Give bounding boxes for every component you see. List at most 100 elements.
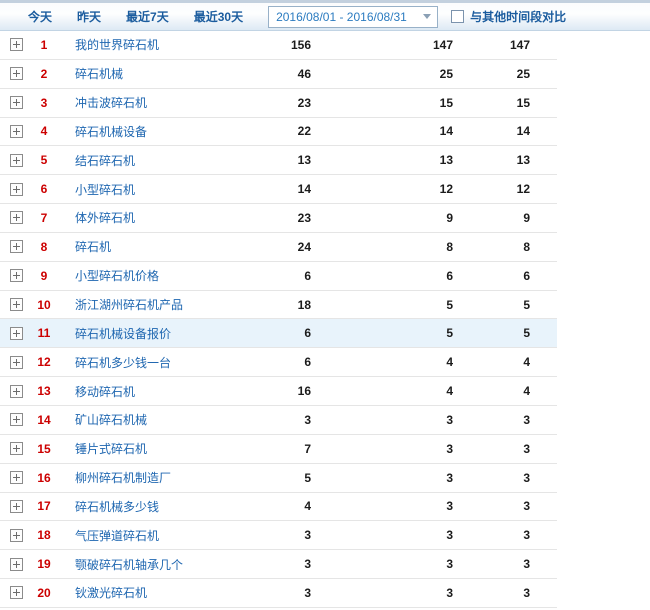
metric-value-3: 14 (516, 124, 530, 139)
metric-value-1: 6 (304, 355, 311, 370)
date-range-picker[interactable]: 2016/08/01 - 2016/08/31 (268, 5, 439, 28)
expand-plus-icon[interactable] (10, 586, 23, 600)
keyword-link[interactable]: 碎石机 (75, 240, 112, 255)
metric-value-2: 3 (446, 528, 453, 543)
rank-number: 5 (40, 153, 48, 168)
table-row: 3 冲击波碎石机 23 15 15 (0, 88, 557, 118)
expand-plus-icon[interactable] (10, 211, 23, 225)
keyword-link[interactable]: 碎石机械设备 (75, 124, 148, 139)
metric-value-3: 147 (509, 37, 530, 52)
metric-value-1: 23 (297, 95, 311, 110)
metric-value-3: 5 (523, 326, 530, 341)
metric-value-1: 23 (297, 210, 311, 225)
expand-plus-icon[interactable] (10, 442, 23, 456)
expand-plus-icon[interactable] (10, 298, 23, 312)
metric-value-1: 46 (297, 66, 311, 81)
metric-value-3: 4 (523, 384, 530, 399)
metric-value-3: 15 (516, 95, 530, 110)
expand-plus-icon[interactable] (10, 96, 23, 110)
keyword-link[interactable]: 体外碎石机 (75, 211, 136, 226)
rank-number: 11 (37, 326, 51, 341)
metric-value-3: 13 (516, 153, 530, 168)
expand-plus-icon[interactable] (10, 557, 23, 571)
table-row: 12 碎石机多少钱一台 6 4 4 (0, 348, 557, 378)
keyword-link[interactable]: 冲击波碎石机 (75, 96, 148, 111)
tab-today[interactable]: 今天 (28, 10, 53, 24)
rank-number: 14 (37, 412, 51, 427)
keyword-link[interactable]: 移动碎石机 (75, 384, 136, 399)
rank-number: 2 (40, 66, 48, 81)
expand-plus-icon[interactable] (10, 326, 23, 340)
metric-value-1: 3 (304, 585, 311, 600)
keyword-link[interactable]: 碎石机械 (75, 67, 124, 82)
expand-plus-icon[interactable] (10, 38, 23, 52)
tab-last-7-days[interactable]: 最近7天 (126, 10, 169, 24)
keyword-link[interactable]: 我的世界碎石机 (75, 38, 160, 53)
metric-value-2: 4 (446, 355, 453, 370)
rank-number: 17 (37, 499, 51, 514)
expand-plus-icon[interactable] (10, 67, 23, 81)
metric-value-2: 4 (446, 384, 453, 399)
metric-value-2: 8 (446, 239, 453, 254)
metric-value-2: 14 (439, 124, 453, 139)
metric-value-1: 156 (290, 37, 311, 52)
table-row: 1 我的世界碎石机 156 147 147 (0, 31, 557, 60)
expand-plus-icon[interactable] (10, 413, 23, 427)
compare-period-checkbox[interactable] (451, 10, 465, 23)
rank-number: 4 (40, 124, 48, 139)
compare-period-label[interactable]: 与其他时间段对比 (470, 10, 567, 24)
metric-value-2: 12 (439, 182, 453, 197)
keyword-link[interactable]: 碎石机械设备报价 (75, 326, 172, 341)
keyword-link[interactable]: 碎石机多少钱一台 (75, 355, 172, 370)
keyword-link[interactable]: 气压弹道碎石机 (75, 528, 160, 543)
metric-value-3: 3 (523, 585, 530, 600)
expand-plus-icon[interactable] (10, 499, 23, 513)
keyword-link[interactable]: 碎石机械多少钱 (75, 499, 160, 514)
tab-yesterday[interactable]: 昨天 (77, 10, 102, 24)
table-row: 14 矿山碎石机械 3 3 3 (0, 405, 557, 435)
expand-plus-icon[interactable] (10, 269, 23, 283)
keyword-link[interactable]: 小型碎石机价格 (75, 269, 160, 284)
table-row: 5 结石碎石机 13 13 13 (0, 146, 557, 176)
keyword-link[interactable]: 浙江湖州碎石机产品 (75, 298, 184, 313)
metric-value-2: 15 (439, 95, 453, 110)
metric-value-1: 13 (297, 153, 311, 168)
expand-plus-icon[interactable] (10, 153, 23, 167)
keyword-link[interactable]: 颚破碎石机轴承几个 (75, 557, 184, 572)
expand-plus-icon[interactable] (10, 471, 23, 485)
table-row: 13 移动碎石机 16 4 4 (0, 377, 557, 406)
keyword-link[interactable]: 钬激光碎石机 (75, 586, 148, 601)
metric-value-2: 3 (446, 470, 453, 485)
table-row: 7 体外碎石机 23 9 9 (0, 204, 557, 233)
date-range-value: 2016/08/01 - 2016/08/31 (276, 9, 407, 24)
expand-plus-icon[interactable] (10, 124, 23, 138)
expand-plus-icon[interactable] (10, 240, 23, 254)
keyword-link[interactable]: 柳州碎石机制造厂 (75, 471, 172, 486)
tab-last-30-days[interactable]: 最近30天 (193, 10, 244, 24)
rank-number: 20 (37, 585, 51, 600)
metric-value-1: 16 (297, 384, 311, 399)
keyword-link[interactable]: 结石碎石机 (75, 153, 136, 168)
keyword-link[interactable]: 矿山碎石机械 (75, 413, 148, 428)
rank-number: 19 (37, 557, 51, 572)
rank-number: 6 (40, 182, 48, 197)
table-row: 20 钬激光碎石机 3 3 3 (0, 579, 557, 608)
rank-number: 8 (40, 239, 48, 254)
metric-value-2: 6 (446, 268, 453, 283)
table-row: 19 颚破碎石机轴承几个 3 3 3 (0, 550, 557, 580)
metric-value-3: 3 (523, 470, 530, 485)
metric-value-1: 22 (297, 124, 311, 139)
metric-value-3: 25 (516, 66, 530, 81)
expand-plus-icon[interactable] (10, 182, 23, 196)
table-row: 8 碎石机 24 8 8 (0, 232, 557, 262)
keyword-link[interactable]: 锤片式碎石机 (75, 442, 148, 457)
rank-number: 12 (37, 355, 51, 370)
expand-plus-icon[interactable] (10, 528, 23, 542)
keyword-link[interactable]: 小型碎石机 (75, 182, 136, 197)
expand-plus-icon[interactable] (10, 384, 23, 398)
metric-value-3: 8 (523, 239, 530, 254)
metric-value-2: 5 (446, 326, 453, 341)
expand-plus-icon[interactable] (10, 355, 23, 369)
rank-number: 9 (40, 268, 48, 283)
rank-number: 15 (37, 441, 51, 456)
